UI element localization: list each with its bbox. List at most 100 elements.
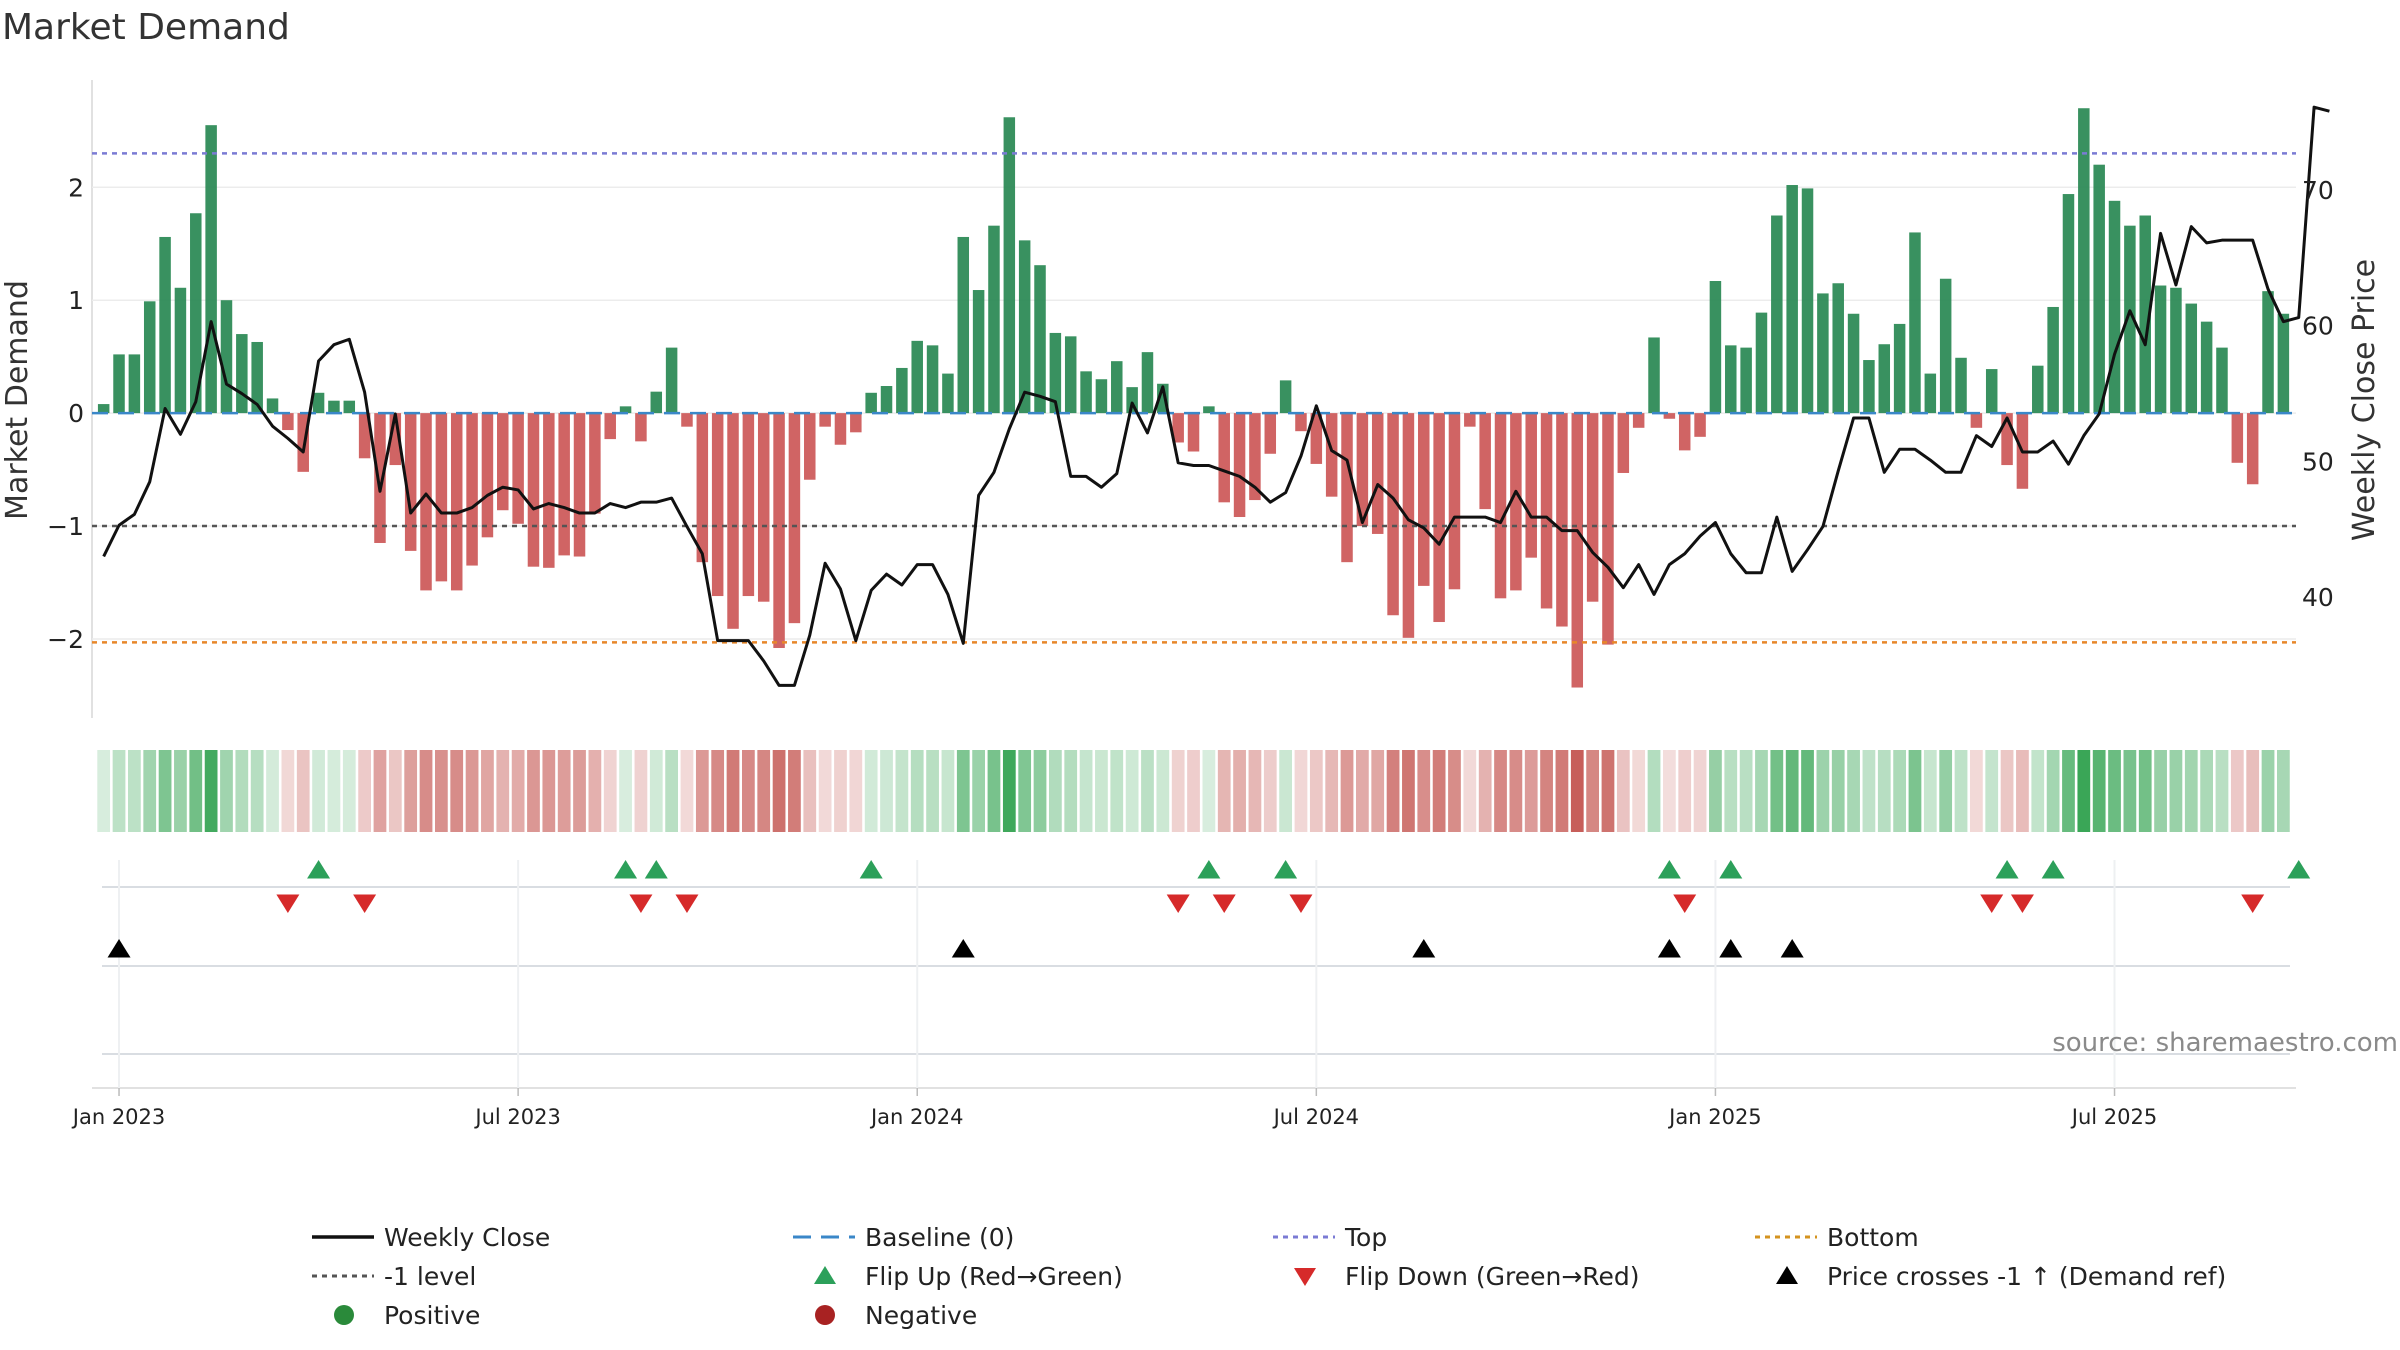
- heat-cell: [1755, 750, 1768, 832]
- demand-bar: [1970, 413, 1983, 428]
- heat-cell: [1033, 750, 1047, 832]
- demand-bar: [957, 236, 970, 414]
- heat-cell: [603, 750, 617, 832]
- demand-heat-strip: [97, 750, 2290, 832]
- heat-cell: [1202, 750, 1216, 832]
- demand-bar: [2216, 347, 2228, 414]
- heat-cell: [235, 750, 249, 832]
- heat-cell: [818, 750, 832, 832]
- demand-bar: [251, 341, 263, 414]
- heat-cell: [128, 750, 141, 832]
- demand-bar: [97, 404, 110, 414]
- heat-cell: [1064, 750, 1078, 832]
- demand-bar: [834, 413, 847, 445]
- demand-bar: [1540, 413, 1553, 609]
- heat-cell: [1386, 750, 1400, 832]
- y-tick-label: −2: [47, 625, 84, 654]
- y-tick-label: −1: [47, 512, 84, 541]
- heat-cell: [527, 750, 540, 832]
- flip-up-marker: [644, 860, 668, 879]
- demand-bar: [1141, 352, 1154, 414]
- heat-cell: [373, 750, 387, 832]
- heat-cell: [1494, 750, 1507, 832]
- heat-cell: [1663, 750, 1676, 832]
- demand-bar: [972, 290, 985, 414]
- demand-bar: [266, 398, 279, 414]
- price-cross-marker: [1657, 939, 1681, 958]
- legend-label: Baseline (0): [865, 1223, 1014, 1252]
- heat-cell: [1709, 750, 1722, 832]
- heat-cell: [711, 750, 725, 832]
- heat-cell: [1110, 750, 1124, 832]
- demand-bar: [1847, 313, 1860, 414]
- legend-swatch: [334, 1305, 354, 1325]
- demand-bar: [1157, 383, 1169, 414]
- demand-bar: [911, 340, 923, 414]
- demand-bar: [1709, 281, 1722, 414]
- demand-bar: [1003, 117, 1016, 414]
- heat-cell: [496, 750, 510, 832]
- price-cross-marker: [1780, 939, 1804, 958]
- demand-bar: [1525, 413, 1537, 558]
- demand-bar: [543, 413, 555, 568]
- demand-bar: [2170, 287, 2182, 414]
- heat-cell: [358, 750, 371, 832]
- demand-bar: [512, 413, 524, 524]
- demand-bar: [1678, 413, 1691, 451]
- demand-bar: [1187, 413, 1200, 452]
- heat-cell: [1478, 750, 1492, 832]
- demand-bar: [1878, 344, 1891, 414]
- demand-bar: [113, 354, 125, 414]
- flip-down-marker: [353, 894, 377, 913]
- demand-bar: [1955, 357, 1967, 414]
- demand-bar: [1663, 413, 1676, 419]
- y-axis-label: Market Demand: [0, 280, 35, 520]
- y2-axis-label: Weekly Close Price: [2347, 259, 2382, 541]
- heat-cell: [1279, 750, 1292, 832]
- heat-cell: [174, 750, 187, 832]
- heat-cell: [1540, 750, 1553, 832]
- demand-bar: [1111, 361, 1123, 414]
- demand-bar: [297, 413, 309, 472]
- demand-bar: [1632, 413, 1645, 428]
- flip-down-marker: [2010, 894, 2034, 913]
- demand-bar: [1203, 406, 1215, 414]
- demand-bar: [880, 386, 893, 414]
- demand-bars: [97, 108, 2290, 688]
- heat-cell: [481, 750, 494, 832]
- heat-cell: [2046, 750, 2060, 832]
- demand-bar: [604, 413, 616, 440]
- heat-cell: [1432, 750, 1446, 832]
- demand-bar: [1295, 413, 1307, 432]
- heat-cell: [1693, 750, 1707, 832]
- demand-bar: [681, 413, 693, 427]
- heat-cell: [1616, 750, 1630, 832]
- date-axis-ticks: Jan 2023 Jul 2023 Jan 2024 Jul 2024 Jan 2025…: [71, 1088, 2157, 1129]
- heat-cell: [742, 750, 755, 832]
- heat-cell: [2277, 750, 2290, 832]
- legend-label: Flip Down (Green→Red): [1345, 1262, 1640, 1291]
- heat-cell: [1724, 750, 1738, 832]
- heat-cell: [327, 750, 341, 832]
- demand-bar: [1325, 413, 1338, 497]
- demand-bar: [1341, 413, 1353, 563]
- heat-cell: [557, 750, 571, 832]
- demand-bar: [926, 345, 939, 414]
- demand-bar: [1832, 283, 1844, 414]
- flip-up-marker: [2041, 860, 2065, 879]
- heat-cell: [1801, 750, 1814, 832]
- demand-bar: [1939, 278, 1952, 414]
- demand-bar: [1648, 337, 1660, 414]
- demand-bar: [1464, 413, 1476, 427]
- heat-cell: [1402, 750, 1415, 832]
- heat-cell: [1263, 750, 1277, 832]
- legend-label: Positive: [384, 1301, 480, 1330]
- heat-cell: [388, 750, 402, 832]
- heat-cell: [910, 750, 924, 832]
- weekly-close-line: [102, 105, 2330, 687]
- demand-bar: [1924, 373, 1937, 414]
- flip-down-marker: [1289, 894, 1313, 913]
- heat-cell: [1217, 750, 1231, 832]
- heat-cell: [1463, 750, 1477, 832]
